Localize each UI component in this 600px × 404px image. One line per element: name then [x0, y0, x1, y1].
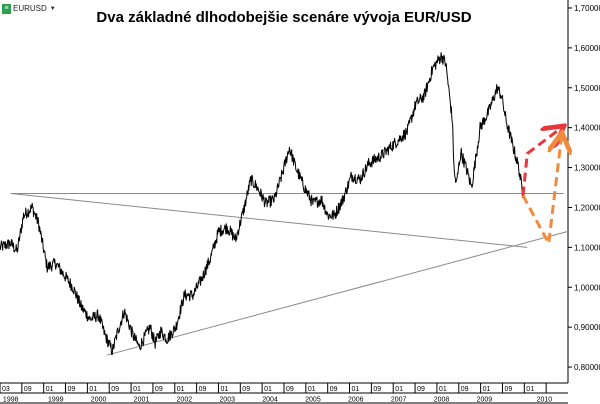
x-month-label: 09: [199, 386, 207, 393]
x-month-label: 09: [286, 386, 294, 393]
x-month-label: 09: [155, 386, 163, 393]
x-year-label: 2008: [434, 397, 450, 404]
y-tick-label: 1,00000: [574, 283, 600, 292]
y-tick-label: 1,30000: [574, 164, 600, 173]
x-month-label: 09: [504, 386, 512, 393]
y-tick-label: 1,60000: [574, 44, 600, 53]
x-year-label: 2003: [219, 397, 235, 404]
x-month-label: 01: [177, 386, 185, 393]
x-month-label: 09: [461, 386, 469, 393]
x-year-label: 2001: [134, 397, 150, 404]
y-tick-label: 1,10000: [574, 243, 600, 252]
x-year-label: 2006: [348, 397, 364, 404]
trendline-descending-line: [10, 192, 528, 248]
x-month-label: 09: [24, 386, 32, 393]
chart-title: Dva základné dlhodobejšie scenáre vývoja…: [96, 9, 472, 26]
dropdown-arrow-icon: ▼: [49, 5, 56, 12]
x-year-label: 2010: [537, 397, 553, 404]
y-tick-label: 1,50000: [574, 84, 600, 93]
x-month-label: 09: [330, 386, 338, 393]
scenario-arrow-scenario-down-up: [521, 136, 562, 249]
x-year-label: 2009: [477, 397, 493, 404]
x-month-label: 01: [89, 386, 97, 393]
x-month-label: 03: [2, 386, 10, 393]
x-month-label: 01: [46, 386, 54, 393]
x-month-label: 01: [395, 386, 403, 393]
y-tick-label: 1,40000: [574, 124, 600, 133]
y-tick-label: 0,90000: [574, 323, 600, 332]
symbol-label: EURUSD: [13, 4, 47, 13]
price-series-line: [0, 52, 524, 356]
x-month-label: 01: [133, 386, 141, 393]
x-month-label: 01: [220, 386, 228, 393]
x-year-label: 2004: [262, 397, 278, 404]
x-year-label: 2005: [305, 397, 321, 404]
x-month-label: 01: [439, 386, 447, 393]
x-year-label: 1998: [3, 397, 19, 404]
x-month-label: 01: [308, 386, 316, 393]
x-year-label: 2002: [177, 397, 193, 404]
x-month-label: 01: [352, 386, 360, 393]
x-month-label: 01: [264, 386, 272, 393]
x-month-label: 09: [417, 386, 425, 393]
x-year-label: 2007: [391, 397, 407, 404]
trendline-ascending-line: [107, 230, 569, 356]
x-year-label: 2000: [91, 397, 107, 404]
x-month-label: 01: [526, 386, 534, 393]
x-month-label: 09: [242, 386, 250, 393]
x-month-label: 09: [373, 386, 381, 393]
x-year-label: 1999: [48, 397, 64, 404]
y-tick-label: 1,20000: [574, 203, 600, 212]
x-month-label: 01: [483, 386, 491, 393]
symbol-selector[interactable]: ≡ EURUSD ▼: [2, 2, 56, 15]
x-month-label: 09: [111, 386, 119, 393]
x-month-label: 09: [68, 386, 76, 393]
chart-symbol-icon: ≡: [2, 3, 11, 14]
